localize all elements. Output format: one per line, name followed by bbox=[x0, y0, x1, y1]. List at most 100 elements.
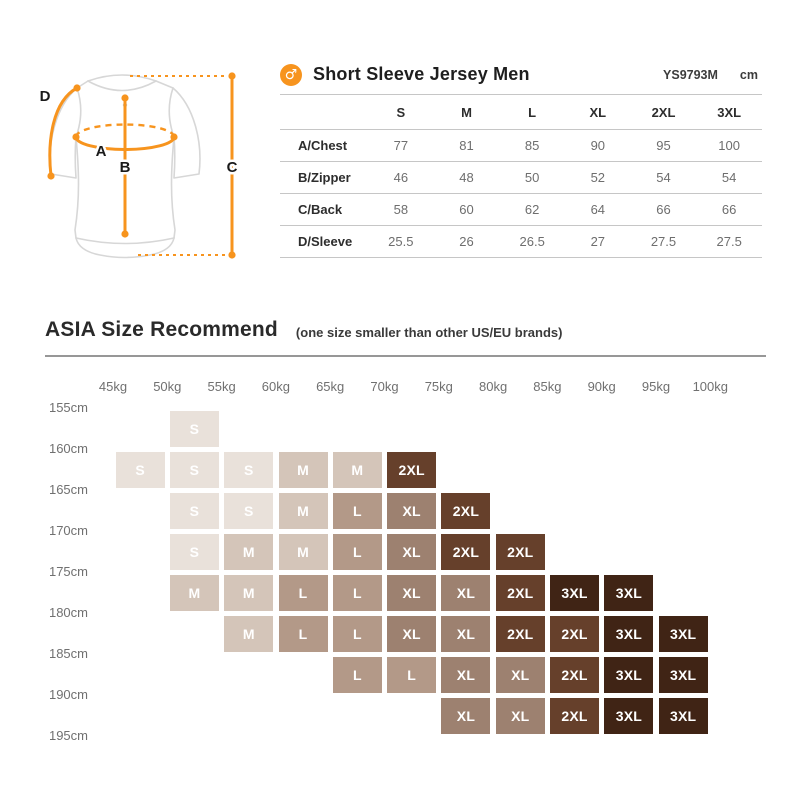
jersey-diagram-svg: A B C D bbox=[37, 72, 240, 259]
size-spec-table: S M L XL 2XL 3XL A/Chest 77 81 85 90 95 100 B/Zipper 4… bbox=[280, 94, 762, 258]
spec-header-row: S M L XL 2XL 3XL bbox=[280, 95, 762, 130]
measure-row-label: B/Zipper bbox=[298, 170, 351, 185]
size-cell-3xl: 3XL bbox=[550, 574, 600, 611]
asia-divider bbox=[45, 355, 766, 357]
size-cell-l: L bbox=[387, 656, 437, 693]
height-label: 165cm bbox=[48, 482, 88, 497]
size-cell-s: S bbox=[169, 492, 219, 529]
measure-value: 48 bbox=[459, 170, 474, 185]
size-cell-s: S bbox=[169, 410, 219, 447]
size-cell-l: L bbox=[278, 615, 328, 652]
label-chest: A bbox=[96, 143, 107, 160]
asia-size-matrix: 45kg 50kg 55kg 60kg 65kg 70kg 75kg 80kg 85kg 90kg… bbox=[0, 370, 790, 790]
weight-label: 60kg bbox=[261, 379, 290, 394]
size-cell-s: S bbox=[224, 492, 274, 529]
measure-value: 81 bbox=[459, 138, 474, 153]
size-column-header: S bbox=[396, 104, 406, 120]
size-cell-l: L bbox=[332, 656, 382, 693]
size-cell-xl: XL bbox=[387, 574, 437, 611]
measure-value: 50 bbox=[524, 170, 540, 185]
size-cell-2xl: 2XL bbox=[495, 533, 545, 570]
weight-label: 70kg bbox=[370, 379, 399, 394]
size-cell-2xl: 2XL bbox=[441, 533, 491, 570]
spec-row: C/Back 58 60 62 64 66 66 bbox=[280, 194, 762, 226]
product-title: Short Sleeve Jersey Men bbox=[313, 64, 530, 84]
measure-value: 100 bbox=[718, 138, 740, 153]
asia-heading: ASIA Size Recommend (one size smaller th… bbox=[45, 318, 562, 342]
measure-value: 64 bbox=[590, 202, 606, 217]
height-label: 180cm bbox=[48, 605, 88, 620]
measure-row-label: A/Chest bbox=[298, 138, 348, 153]
size-cell-2xl: 2XL bbox=[550, 697, 600, 734]
size-column-header: XL bbox=[589, 104, 607, 120]
size-cell-3xl: 3XL bbox=[604, 656, 654, 693]
size-column-header: 3XL bbox=[717, 104, 742, 120]
height-label: 160cm bbox=[48, 441, 88, 456]
measure-value: 90 bbox=[590, 138, 606, 153]
measure-value: 62 bbox=[524, 202, 540, 217]
spec-row: A/Chest 77 81 85 90 95 100 bbox=[280, 130, 762, 162]
weight-label: 90kg bbox=[587, 379, 616, 394]
spec-row: B/Zipper 46 48 50 52 54 54 bbox=[280, 162, 762, 194]
size-cell-2xl: 2XL bbox=[550, 656, 600, 693]
male-icon: ♂ bbox=[280, 63, 302, 86]
spec-row: D/Sleeve 25.5 26 26.5 27 27.5 27.5 bbox=[280, 226, 762, 258]
size-cell-s: S bbox=[224, 451, 274, 488]
size-cell-m: M bbox=[278, 492, 328, 529]
size-cell-l: L bbox=[278, 574, 328, 611]
size-cell-l: L bbox=[332, 615, 382, 652]
size-cell-m: M bbox=[278, 451, 328, 488]
measure-value: 66 bbox=[656, 202, 671, 217]
size-cell-2xl: 2XL bbox=[550, 615, 600, 652]
jersey-measure-diagram: A B C D bbox=[18, 48, 253, 283]
size-cell-2xl: 2XL bbox=[387, 451, 437, 488]
size-cell-s: S bbox=[169, 533, 219, 570]
size-cell-l: L bbox=[332, 574, 382, 611]
size-cell-xl: XL bbox=[495, 656, 545, 693]
product-title-row: ♂ Short Sleeve Jersey Men YS9793M cm bbox=[280, 55, 762, 94]
measure-value: 95 bbox=[656, 138, 671, 153]
weight-label: 75kg bbox=[424, 379, 453, 394]
label-back: C bbox=[227, 159, 238, 176]
measure-value: 60 bbox=[459, 202, 474, 217]
measure-endpoint-dots bbox=[47, 72, 236, 259]
measure-value: 27.5 bbox=[716, 234, 742, 249]
measure-value: 54 bbox=[656, 170, 671, 185]
height-label: 190cm bbox=[48, 687, 88, 702]
size-cell-xl: XL bbox=[387, 492, 437, 529]
label-zipper: B bbox=[120, 159, 131, 176]
size-cell-xl: XL bbox=[441, 615, 491, 652]
size-cell-m: M bbox=[224, 533, 274, 570]
measure-row-label: C/Back bbox=[298, 202, 343, 217]
measure-value: 54 bbox=[721, 170, 737, 185]
measure-value: 77 bbox=[393, 138, 409, 153]
unit-label: cm bbox=[739, 67, 758, 82]
size-cell-xl: XL bbox=[441, 574, 491, 611]
measure-value: 58 bbox=[393, 202, 409, 217]
measure-value: 46 bbox=[393, 170, 409, 185]
weight-label: 45kg bbox=[98, 379, 128, 394]
height-label: 185cm bbox=[48, 646, 88, 661]
weight-label: 95kg bbox=[641, 379, 671, 394]
size-cell-3xl: 3XL bbox=[604, 615, 654, 652]
measure-value: 52 bbox=[590, 170, 606, 185]
weight-label: 55kg bbox=[207, 379, 236, 394]
size-cell-xl: XL bbox=[441, 697, 491, 734]
height-label: 175cm bbox=[48, 564, 88, 579]
size-cell-xl: XL bbox=[387, 615, 437, 652]
measure-value: 25.5 bbox=[388, 234, 414, 249]
size-cell-l: L bbox=[332, 533, 382, 570]
size-cell-m: M bbox=[169, 574, 219, 611]
size-cell-s: S bbox=[115, 451, 165, 488]
weight-label: 85kg bbox=[533, 379, 562, 394]
measure-value: 26 bbox=[459, 234, 474, 249]
size-cell-l: L bbox=[332, 492, 382, 529]
size-cell-3xl: 3XL bbox=[604, 697, 654, 734]
asia-title: ASIA Size Recommend bbox=[45, 318, 278, 341]
measure-value: 66 bbox=[721, 202, 737, 217]
size-cell-m: M bbox=[224, 615, 274, 652]
size-cell-m: M bbox=[332, 451, 382, 488]
measure-value: 85 bbox=[524, 138, 540, 153]
size-column-header: 2XL bbox=[651, 104, 676, 120]
label-sleeve: D bbox=[40, 88, 51, 105]
